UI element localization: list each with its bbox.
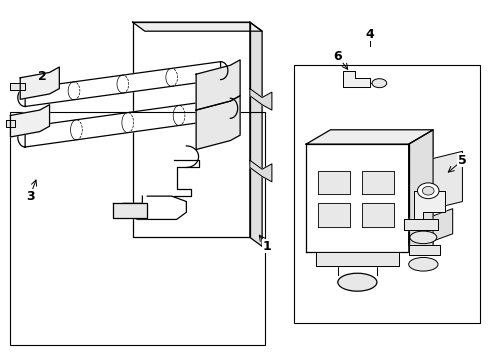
Polygon shape bbox=[318, 171, 350, 194]
Polygon shape bbox=[362, 171, 394, 194]
Polygon shape bbox=[25, 62, 221, 107]
Text: 1: 1 bbox=[263, 240, 271, 253]
Polygon shape bbox=[10, 83, 25, 90]
Text: 5: 5 bbox=[458, 154, 467, 167]
Polygon shape bbox=[133, 22, 250, 237]
Ellipse shape bbox=[372, 79, 387, 87]
Polygon shape bbox=[409, 244, 441, 255]
Text: 2: 2 bbox=[38, 69, 47, 82]
Polygon shape bbox=[250, 22, 262, 246]
Polygon shape bbox=[306, 130, 433, 144]
Ellipse shape bbox=[409, 257, 438, 271]
Ellipse shape bbox=[410, 231, 437, 244]
Polygon shape bbox=[316, 252, 399, 266]
Polygon shape bbox=[20, 67, 59, 99]
Polygon shape bbox=[414, 191, 445, 220]
Polygon shape bbox=[133, 22, 262, 31]
Polygon shape bbox=[343, 71, 369, 87]
Polygon shape bbox=[362, 203, 394, 226]
Text: 6: 6 bbox=[334, 50, 342, 63]
Polygon shape bbox=[25, 98, 230, 147]
Circle shape bbox=[417, 183, 439, 199]
Polygon shape bbox=[196, 60, 240, 110]
Polygon shape bbox=[409, 130, 433, 252]
Polygon shape bbox=[318, 203, 350, 226]
Polygon shape bbox=[5, 120, 15, 127]
Polygon shape bbox=[433, 209, 453, 241]
Polygon shape bbox=[113, 203, 147, 218]
Polygon shape bbox=[433, 151, 463, 209]
Polygon shape bbox=[250, 89, 272, 110]
Polygon shape bbox=[404, 220, 438, 230]
Polygon shape bbox=[10, 105, 49, 137]
Bar bbox=[294, 65, 480, 323]
Polygon shape bbox=[306, 144, 409, 252]
Ellipse shape bbox=[338, 273, 377, 291]
Text: 3: 3 bbox=[25, 190, 34, 203]
Text: 4: 4 bbox=[365, 28, 374, 41]
Polygon shape bbox=[196, 96, 240, 149]
Circle shape bbox=[422, 186, 434, 195]
Polygon shape bbox=[250, 160, 272, 182]
Bar bbox=[10, 112, 265, 345]
